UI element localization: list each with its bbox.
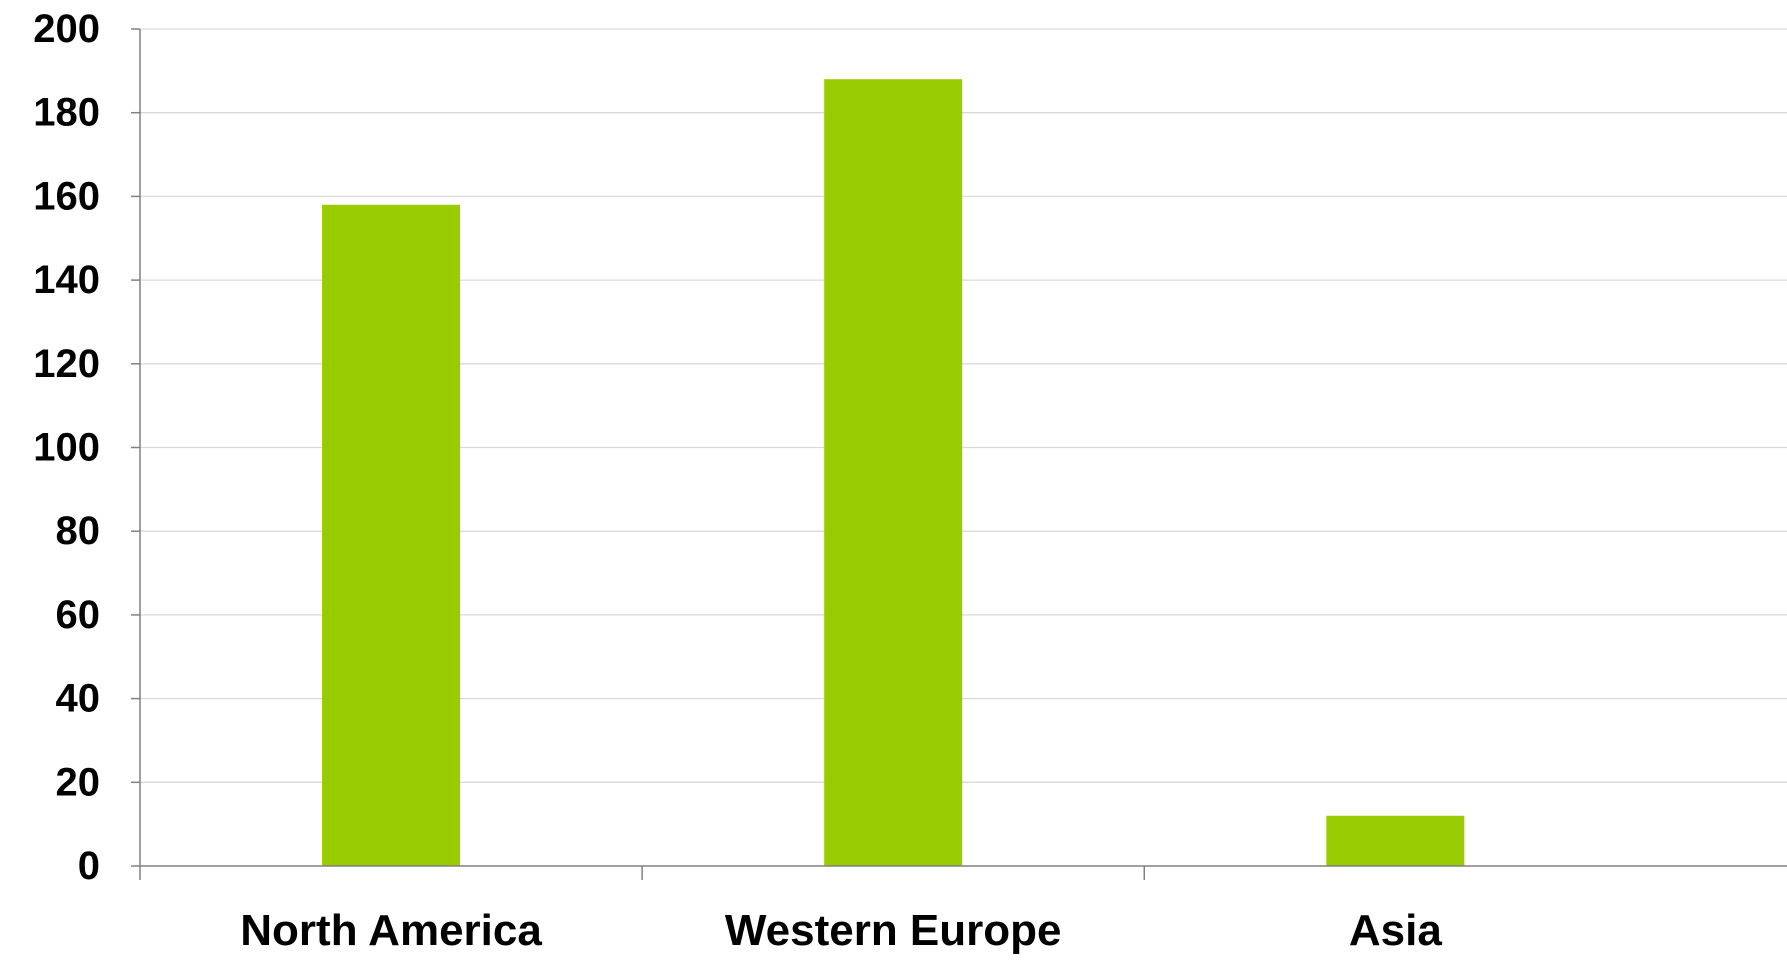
y-tick-label: 180 [33, 91, 100, 135]
y-tick-label: 20 [56, 760, 101, 804]
y-tick-label: 0 [78, 844, 100, 888]
y-tick-label: 200 [33, 7, 100, 51]
axes [131, 28, 1787, 880]
y-tick-label: 140 [33, 258, 100, 302]
bar-asia [1326, 815, 1465, 866]
bar-north-america [322, 204, 461, 866]
y-tick-label: 80 [56, 509, 101, 553]
y-tick-label: 40 [56, 677, 101, 721]
bar-western-europe [824, 79, 963, 867]
x-category-labels: North America Western Europe Asia [240, 906, 1442, 955]
y-tick-label: 60 [56, 593, 101, 637]
x-category-label: North America [240, 906, 542, 955]
x-category-label: Asia [1349, 906, 1442, 955]
y-tick-label: 120 [33, 342, 100, 386]
x-category-label: Western Europe [725, 906, 1062, 955]
bar-series [322, 79, 1465, 867]
y-tick-labels: 0 20 40 60 80 100 120 140 160 180 200 [33, 7, 100, 888]
y-tick-label: 100 [33, 426, 100, 470]
y-tick-label: 160 [33, 174, 100, 218]
